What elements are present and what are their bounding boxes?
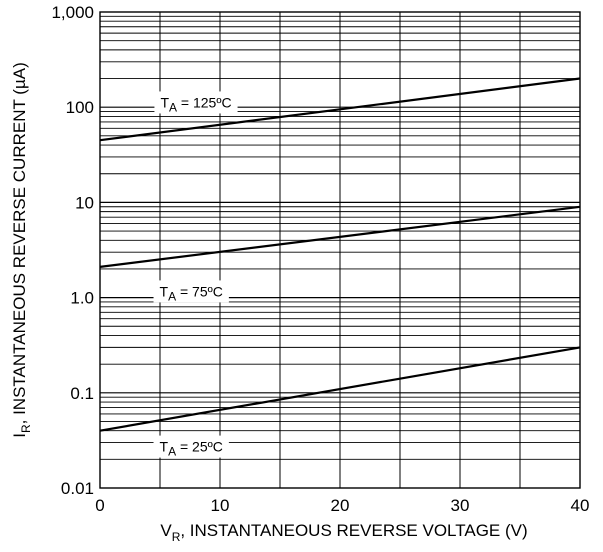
x-axis-label-sub: R [172,530,181,544]
series-annotation-label: TA = 25ºC [160,439,223,459]
y-tick-label: 0.1 [70,384,94,403]
y-axis-label-main: I [10,433,29,438]
y-tick-label: 0.01 [61,479,94,498]
x-axis-label-main: V [160,521,172,540]
series-annotation-label: TA = 125ºC [160,94,231,114]
x-tick-label: 40 [571,496,590,515]
series-annotations: TA = 125ºC TA = 75ºC TA = 25ºC [153,91,238,459]
series-annotation-box [154,91,238,114]
y-tick-label: 1,000 [51,3,94,22]
series-line [99,205,581,268]
chart-grid [100,12,580,488]
y-tick-label: 10 [75,193,94,212]
y-axis-label: IR, INSTANTANEOUS REVERSE CURRENT (µA) [10,62,33,438]
y-tick-label: 100 [66,98,94,117]
tick-labels: 0 10 20 30 40 0.01 0.1 1.0 10 100 1,000 [51,3,589,515]
x-tick-label: 10 [211,496,230,515]
plot-frame [99,11,581,489]
chart-series [99,77,581,432]
x-tick-label: 30 [451,496,470,515]
series-line [99,346,581,432]
series-line [99,77,581,142]
series-annotation-label: TA = 75ºC [160,283,223,303]
y-axis-label-sub: R [19,424,33,433]
series-annotation-box [153,280,229,303]
y-axis-label-rest: , INSTANTANEOUS REVERSE CURRENT (µA) [10,62,29,424]
x-tick-label: 20 [331,496,350,515]
x-axis-label: VR, INSTANTANEOUS REVERSE VOLTAGE (V) [160,521,527,544]
x-axis-label-rest: , INSTANTANEOUS REVERSE VOLTAGE (V) [180,521,527,540]
y-tick-label: 1.0 [70,289,94,308]
series-annotation-box [153,435,229,458]
x-tick-label: 0 [95,496,104,515]
